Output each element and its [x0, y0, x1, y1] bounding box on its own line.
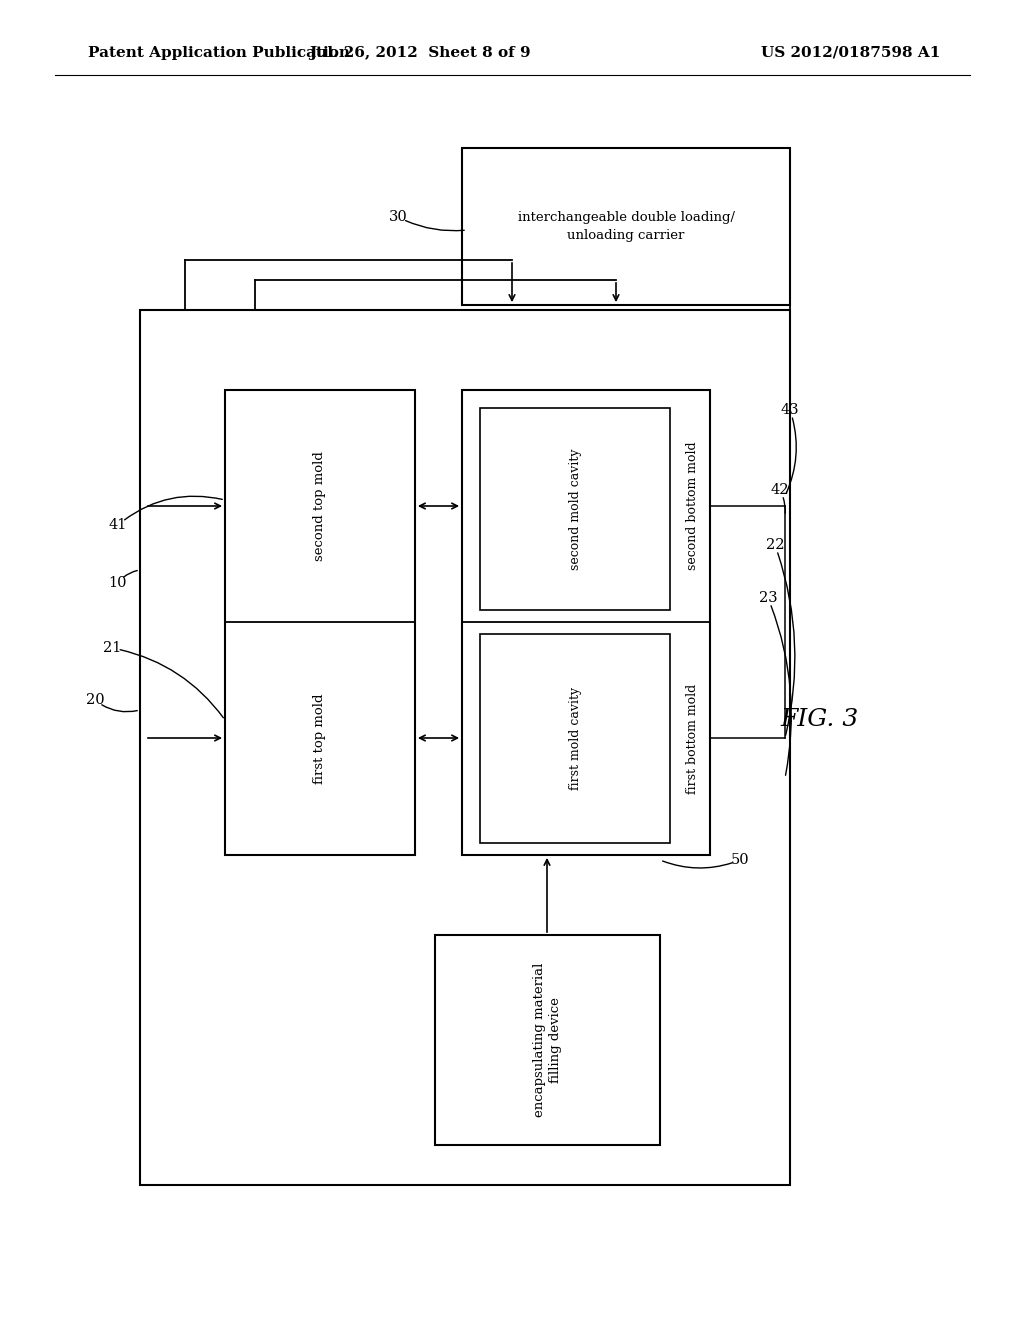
Bar [462, 389, 710, 855]
FancyArrowPatch shape [101, 705, 137, 711]
Bar [225, 389, 415, 855]
FancyArrowPatch shape [777, 553, 795, 735]
Text: first bottom mold: first bottom mold [685, 684, 698, 793]
Text: interchangeable double loading/
unloading carrier: interchangeable double loading/ unloadin… [517, 211, 734, 242]
Text: 43: 43 [780, 403, 800, 417]
Text: 42: 42 [771, 483, 790, 498]
Text: encapsulating material
filling device: encapsulating material filling device [534, 962, 561, 1117]
Text: FIG. 3: FIG. 3 [781, 709, 859, 731]
Bar [462, 148, 790, 305]
FancyArrowPatch shape [786, 418, 797, 494]
Text: Patent Application Publication: Patent Application Publication [88, 46, 350, 59]
Text: second bottom mold: second bottom mold [685, 442, 698, 570]
Text: first top mold: first top mold [313, 693, 327, 784]
Text: 21: 21 [102, 642, 121, 655]
Text: 50: 50 [731, 853, 750, 867]
Text: first mold cavity: first mold cavity [568, 686, 582, 791]
Text: 20: 20 [86, 693, 104, 708]
Bar [480, 634, 670, 843]
Text: 30: 30 [389, 210, 408, 224]
Bar [140, 310, 790, 1185]
FancyArrowPatch shape [663, 861, 732, 869]
Bar [435, 935, 660, 1144]
Text: US 2012/0187598 A1: US 2012/0187598 A1 [761, 46, 940, 59]
FancyArrowPatch shape [120, 649, 223, 718]
Text: 22: 22 [766, 539, 784, 552]
FancyArrowPatch shape [125, 496, 222, 520]
Text: Jul. 26, 2012  Sheet 8 of 9: Jul. 26, 2012 Sheet 8 of 9 [309, 46, 530, 59]
Bar [480, 408, 670, 610]
Text: 41: 41 [109, 517, 127, 532]
Text: 23: 23 [759, 591, 777, 605]
FancyArrowPatch shape [406, 220, 464, 231]
FancyArrowPatch shape [124, 570, 137, 577]
Text: 10: 10 [109, 576, 127, 590]
FancyArrowPatch shape [783, 498, 785, 513]
FancyArrowPatch shape [771, 606, 792, 775]
Text: second mold cavity: second mold cavity [568, 449, 582, 570]
Text: second top mold: second top mold [313, 451, 327, 561]
